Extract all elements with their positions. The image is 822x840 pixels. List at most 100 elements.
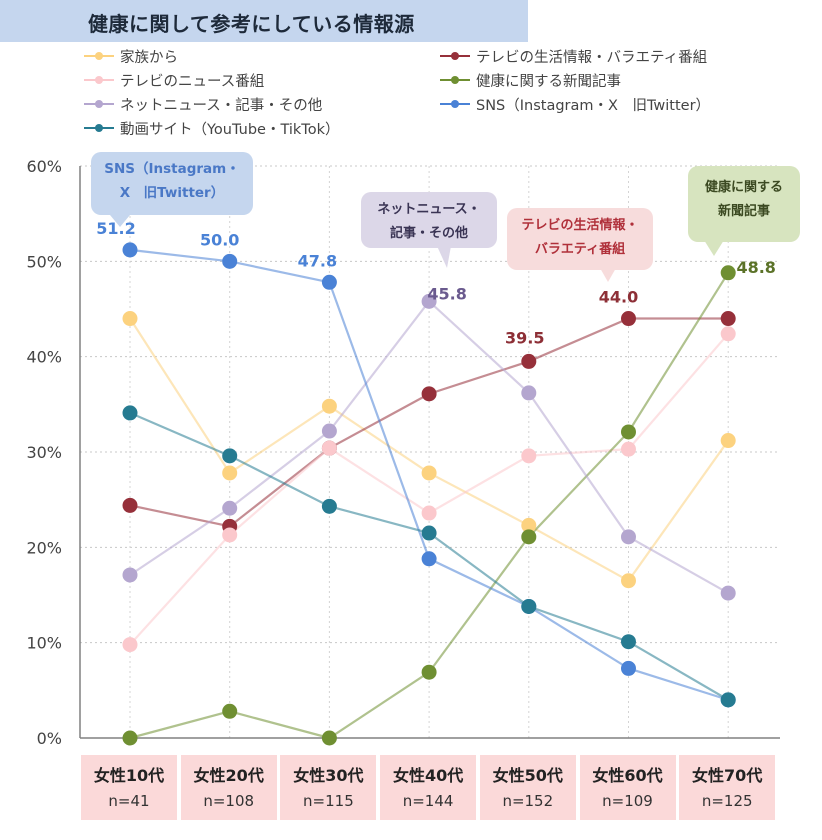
x-category-label: 女性50代 (492, 766, 563, 785)
series-points (122, 242, 736, 746)
data-point (521, 517, 537, 533)
legend-label: ネットニュース・記事・その他 (120, 97, 323, 114)
data-point (720, 585, 736, 601)
data-label: 48.8 (736, 258, 775, 277)
legend-label: 動画サイト（YouTube・TikTok） (120, 121, 340, 138)
data-point (321, 730, 337, 746)
legend-item-video: 動画サイト（YouTube・TikTok） (84, 117, 339, 139)
callout-tv-lifestyle: テレビの生活情報・ バラエティ番組 (507, 208, 653, 270)
legend-item-sns: SNS（Instagram・X 旧Twitter） (440, 93, 710, 115)
callout-line: テレビの生活情報・ (521, 218, 639, 233)
data-point (122, 405, 138, 421)
data-label: 39.5 (505, 328, 544, 347)
y-tick-label: 60% (26, 157, 62, 176)
x-category-sample-size: n=152 (502, 792, 554, 810)
data-point (122, 497, 138, 513)
callout-tail-icon (704, 240, 724, 256)
data-point (122, 637, 138, 653)
x-category: 女性30代 n=115 (280, 755, 377, 820)
callout-line: 健康に関する (704, 180, 783, 195)
x-category-label: 女性30代 (293, 766, 364, 785)
x-category-label: 女性60代 (592, 766, 663, 785)
data-point (521, 385, 537, 401)
x-category: 女性70代 n=125 (679, 755, 776, 820)
data-label: 44.0 (599, 288, 638, 307)
data-point (521, 353, 537, 369)
data-point (122, 730, 138, 746)
x-category: 女性60代 n=109 (579, 755, 676, 820)
data-labels: 51.250.047.845.839.544.048.8 (96, 219, 776, 348)
x-category-label: 女性20代 (193, 766, 264, 785)
data-point (421, 525, 437, 541)
data-point (720, 326, 736, 342)
x-category-sample-size: n=144 (402, 792, 454, 810)
title-banner (0, 0, 528, 42)
legend-item-tv-news: テレビのニュース番組 (84, 69, 264, 91)
x-category: 女性20代 n=108 (180, 755, 277, 820)
legend-marker-icon (84, 123, 114, 133)
callout-line: X 旧Twitter） (119, 185, 225, 201)
data-point (222, 448, 238, 464)
data-point (621, 529, 636, 545)
legend-marker-icon (84, 75, 114, 85)
data-point (621, 441, 636, 457)
grid-lines (80, 165, 780, 738)
data-point (421, 465, 437, 481)
callout-line: バラエティ番組 (534, 242, 626, 257)
callout-line: 記事・その他 (389, 226, 468, 241)
callout-sns: SNS（Instagram・ X 旧Twitter） (91, 152, 253, 215)
data-point (720, 311, 736, 327)
legend-marker-icon (440, 99, 470, 109)
legend-item-net-news: ネットニュース・記事・その他 (84, 93, 322, 115)
x-category: 女性40代 n=144 (380, 755, 477, 820)
x-category-sample-size: n=109 (602, 792, 653, 810)
data-point (421, 505, 437, 521)
x-category-sample-size: n=108 (203, 792, 255, 810)
data-label: 50.0 (200, 230, 239, 249)
data-point (222, 465, 238, 481)
data-point (621, 311, 636, 327)
data-label: 45.8 (427, 284, 466, 303)
y-tick-label: 40% (26, 348, 62, 367)
y-tick-label: 0% (37, 729, 62, 748)
chart-title: 健康に関して参考にしている情報源 (88, 12, 415, 36)
data-point (421, 551, 437, 567)
data-point (222, 253, 238, 269)
data-point (122, 567, 138, 583)
data-point (122, 242, 138, 258)
legend-marker-icon (84, 99, 114, 109)
x-category-sample-size: n=41 (108, 792, 150, 810)
data-point (222, 500, 238, 516)
callout-net-news: ネットニュース・ 記事・その他 (361, 192, 497, 248)
legend-marker-icon (440, 51, 470, 61)
legend-marker-icon (440, 75, 470, 85)
data-label: 47.8 (298, 251, 337, 270)
x-category-sample-size: n=115 (303, 792, 354, 810)
data-point (621, 660, 636, 676)
data-point (321, 274, 337, 290)
data-point (321, 440, 337, 456)
y-tick-label: 50% (26, 252, 62, 271)
x-category-label: 女性70代 (692, 766, 763, 785)
callout-line: ネットニュース・ (377, 202, 481, 217)
data-point (621, 634, 636, 650)
callout-tail-icon (110, 215, 130, 227)
legend-label: SNS（Instagram・X 旧Twitter） (476, 97, 711, 114)
data-point (521, 529, 537, 545)
data-point (421, 293, 437, 309)
data-point (321, 398, 337, 414)
x-category: 女性10代 n=41 (81, 755, 177, 820)
x-category-label: 女性10代 (93, 766, 165, 785)
callout-line: 新聞記事 (717, 204, 770, 219)
data-point (720, 433, 736, 449)
data-point (720, 265, 736, 281)
legend-item-newspaper: 健康に関する新聞記事 (440, 69, 621, 91)
data-point (321, 498, 337, 514)
callout-tail-icon (600, 268, 616, 282)
callout-line: SNS（Instagram・ (104, 161, 240, 177)
legend-item-tv-lifestyle: テレビの生活情報・バラエティ番組 (440, 45, 707, 67)
data-point (222, 703, 238, 719)
legend-item-family: 家族から (84, 45, 178, 67)
callout-newspaper: 健康に関する 新聞記事 (688, 166, 800, 242)
data-point (621, 424, 636, 440)
